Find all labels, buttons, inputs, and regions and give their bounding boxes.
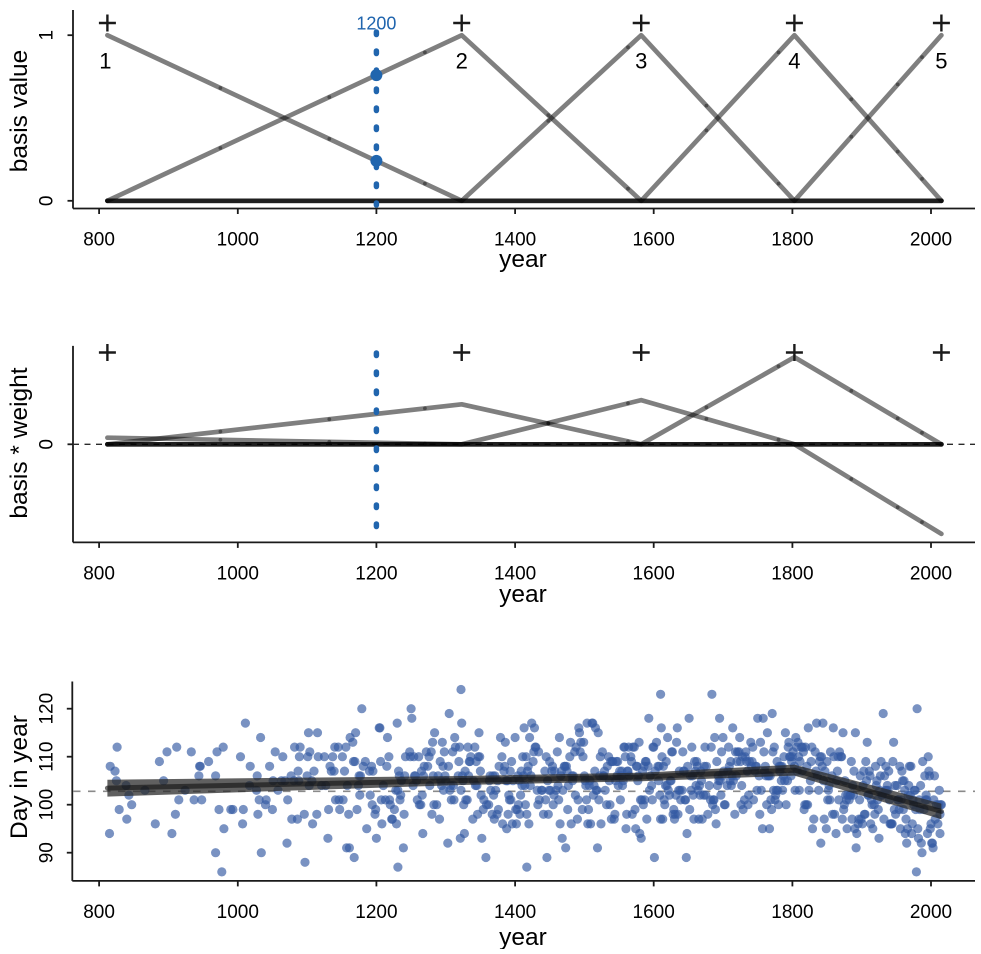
svg-text:2000: 2000 [910,564,952,585]
svg-text:1000: 1000 [217,564,259,585]
svg-text:1: 1 [99,49,111,74]
svg-text:Day in year: Day in year [6,715,33,839]
svg-text:120: 120 [37,693,58,725]
svg-text:4: 4 [788,49,800,74]
svg-text:800: 800 [83,564,115,585]
svg-text:1200: 1200 [355,902,397,923]
svg-text:5: 5 [935,49,947,74]
svg-text:3: 3 [635,49,647,74]
svg-text:2: 2 [456,49,468,74]
svg-text:1200: 1200 [355,564,397,585]
svg-text:1600: 1600 [633,902,675,923]
svg-text:1800: 1800 [771,564,813,585]
svg-text:basis value: basis value [6,50,33,173]
svg-text:basis * weight: basis * weight [6,367,33,518]
svg-text:1800: 1800 [771,902,813,923]
svg-text:800: 800 [83,902,115,923]
svg-text:1200: 1200 [356,14,396,34]
svg-text:year: year [499,581,547,608]
svg-text:1400: 1400 [494,902,536,923]
svg-text:90: 90 [37,842,58,863]
svg-text:1: 1 [37,30,58,41]
svg-text:1000: 1000 [217,902,259,923]
svg-text:1600: 1600 [633,564,675,585]
svg-text:2000: 2000 [910,230,952,251]
svg-text:800: 800 [83,230,115,251]
svg-text:1400: 1400 [494,230,536,251]
svg-text:year: year [499,246,547,273]
svg-text:1400: 1400 [494,564,536,585]
svg-text:1200: 1200 [355,230,397,251]
svg-text:1000: 1000 [217,230,259,251]
svg-text:1600: 1600 [633,230,675,251]
svg-text:100: 100 [37,789,58,821]
svg-text:1800: 1800 [771,230,813,251]
svg-text:2000: 2000 [910,902,952,923]
svg-text:0: 0 [37,439,58,450]
svg-text:0: 0 [37,196,58,207]
svg-text:year: year [499,924,547,949]
svg-text:110: 110 [37,742,58,772]
